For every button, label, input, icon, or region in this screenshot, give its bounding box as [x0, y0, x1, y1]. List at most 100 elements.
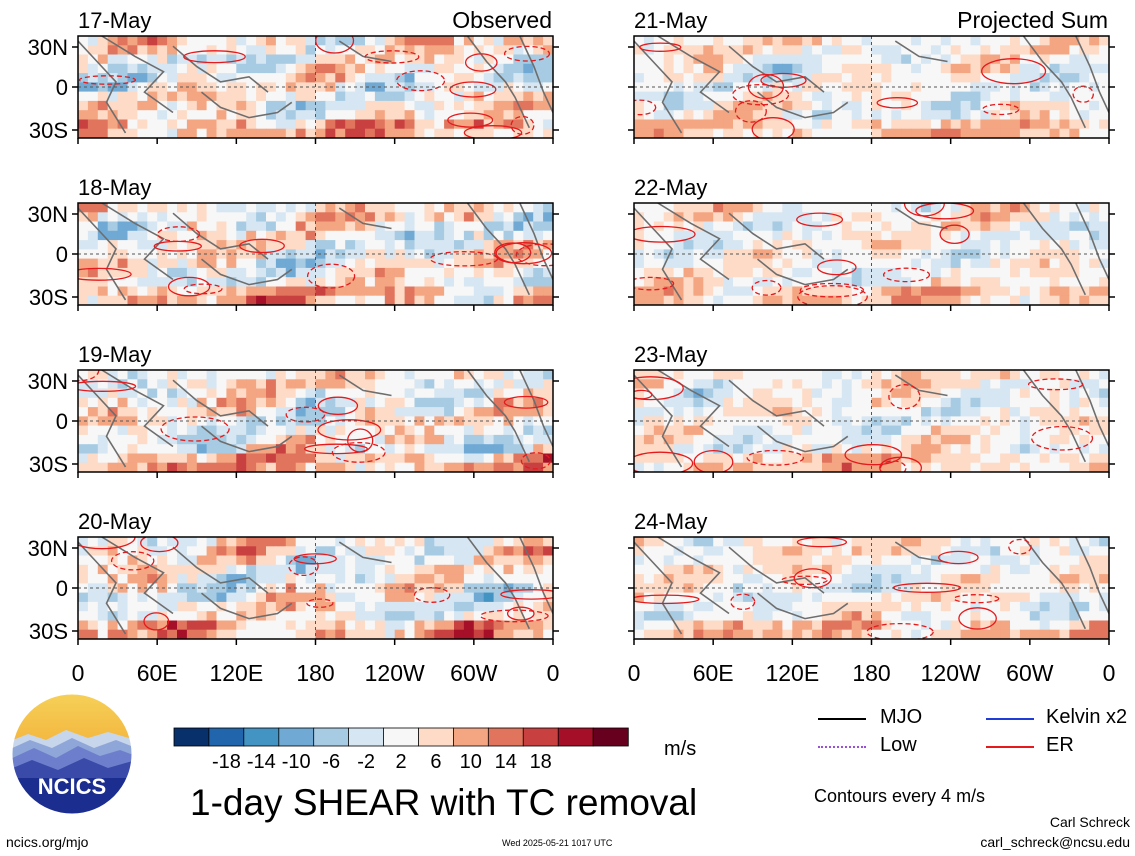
- heat-cell: [463, 63, 475, 74]
- heat-cell: [1099, 36, 1109, 46]
- heat-cell: [473, 100, 485, 111]
- heat-cell: [1079, 73, 1090, 83]
- heat-cell: [1079, 555, 1090, 566]
- heat-cell: [733, 100, 744, 111]
- heat-cell: [305, 267, 317, 278]
- heat-cell: [1099, 574, 1109, 584]
- heat-cell: [256, 45, 267, 56]
- coastline: [200, 91, 293, 119]
- heat-cell: [226, 629, 237, 639]
- heat-cell: [78, 397, 89, 408]
- heat-cell: [78, 119, 89, 130]
- heat-cell: [147, 379, 158, 390]
- heat-cell: [891, 379, 902, 390]
- heat-cell: [772, 546, 783, 557]
- colorbar-swatch: [313, 727, 350, 747]
- heat-cell: [1069, 592, 1080, 603]
- heat-cell: [1099, 388, 1109, 399]
- heat-cell: [1049, 434, 1061, 445]
- heat-cell: [424, 453, 435, 464]
- heat-cell: [643, 546, 655, 557]
- heat-cell: [355, 110, 366, 121]
- heat-cell: [196, 537, 208, 547]
- heat-cell: [673, 629, 685, 639]
- heat-cell: [384, 379, 396, 390]
- heat-cell: [216, 620, 227, 631]
- heat-cell: [365, 45, 376, 56]
- lat-tick-label: 30S: [29, 285, 68, 310]
- heat-cell: [1089, 100, 1100, 111]
- heat-cell: [871, 434, 882, 445]
- heat-cell: [295, 258, 307, 269]
- heat-cell: [723, 203, 734, 213]
- heat-cell: [167, 119, 178, 130]
- heat-cell: [1000, 230, 1011, 241]
- heat-cell: [663, 119, 675, 130]
- heat-cell: [355, 388, 366, 399]
- heat-cell: [1069, 221, 1080, 232]
- heat-cell: [871, 462, 882, 472]
- heat-cell: [216, 54, 227, 65]
- heat-cell: [434, 63, 445, 74]
- heat-cell: [1039, 388, 1051, 399]
- heat-cell: [365, 286, 376, 297]
- heat-cell: [117, 601, 129, 612]
- heat-cell: [177, 601, 188, 612]
- heat-cell: [206, 91, 218, 102]
- heat-cell: [394, 45, 406, 56]
- coastline: [756, 592, 849, 620]
- heat-cell: [226, 537, 237, 547]
- heat-cell: [434, 45, 445, 56]
- heat-cell: [1059, 267, 1070, 278]
- heat-cell: [911, 110, 922, 121]
- heat-cell: [970, 100, 981, 111]
- heat-cell: [1059, 611, 1070, 622]
- coastline: [338, 374, 392, 397]
- heat-cell: [107, 629, 119, 639]
- heat-cell: [137, 601, 148, 612]
- heat-cell: [226, 444, 237, 455]
- coastline: [78, 541, 127, 635]
- heat-cell: [365, 537, 376, 547]
- heat-cell: [871, 546, 882, 557]
- heat-cell: [216, 407, 227, 417]
- heat-cell: [503, 425, 514, 436]
- heat-cell: [365, 295, 376, 305]
- heat-cell: [97, 119, 109, 130]
- heat-cell: [206, 63, 218, 74]
- heat-cell: [533, 370, 544, 380]
- heat-cell: [802, 110, 813, 121]
- heat-cell: [305, 295, 317, 305]
- heat-cell: [503, 267, 514, 278]
- heat-cell: [713, 444, 724, 455]
- heat-cell: [1029, 425, 1041, 436]
- heat-cell: [483, 434, 495, 445]
- heat-cell: [960, 295, 972, 305]
- heat-cell: [157, 620, 168, 631]
- heat-cell: [206, 100, 218, 111]
- heat-cell: [533, 221, 544, 232]
- heat-cell: [861, 574, 873, 584]
- heat-cell: [345, 221, 356, 232]
- heat-cell: [285, 388, 297, 399]
- heat-cell: [1049, 63, 1061, 74]
- heat-cell: [463, 620, 475, 631]
- heat-cell: [792, 230, 803, 241]
- heat-cell: [256, 221, 267, 232]
- heat-cell: [911, 63, 922, 74]
- heat-cell: [1000, 370, 1011, 380]
- heat-cell: [782, 444, 793, 455]
- heat-cell: [861, 592, 873, 603]
- er-contour: [479, 609, 549, 623]
- heat-cell: [473, 277, 485, 288]
- heat-cell: [881, 546, 892, 557]
- heat-cell: [802, 119, 813, 130]
- heat-cell: [930, 128, 942, 138]
- coastline: [172, 212, 269, 260]
- heat-cell: [424, 73, 435, 83]
- heat-cell: [1029, 258, 1041, 269]
- heat-cell: [157, 295, 168, 305]
- heat-cell: [483, 379, 495, 390]
- heat-cell: [384, 574, 396, 584]
